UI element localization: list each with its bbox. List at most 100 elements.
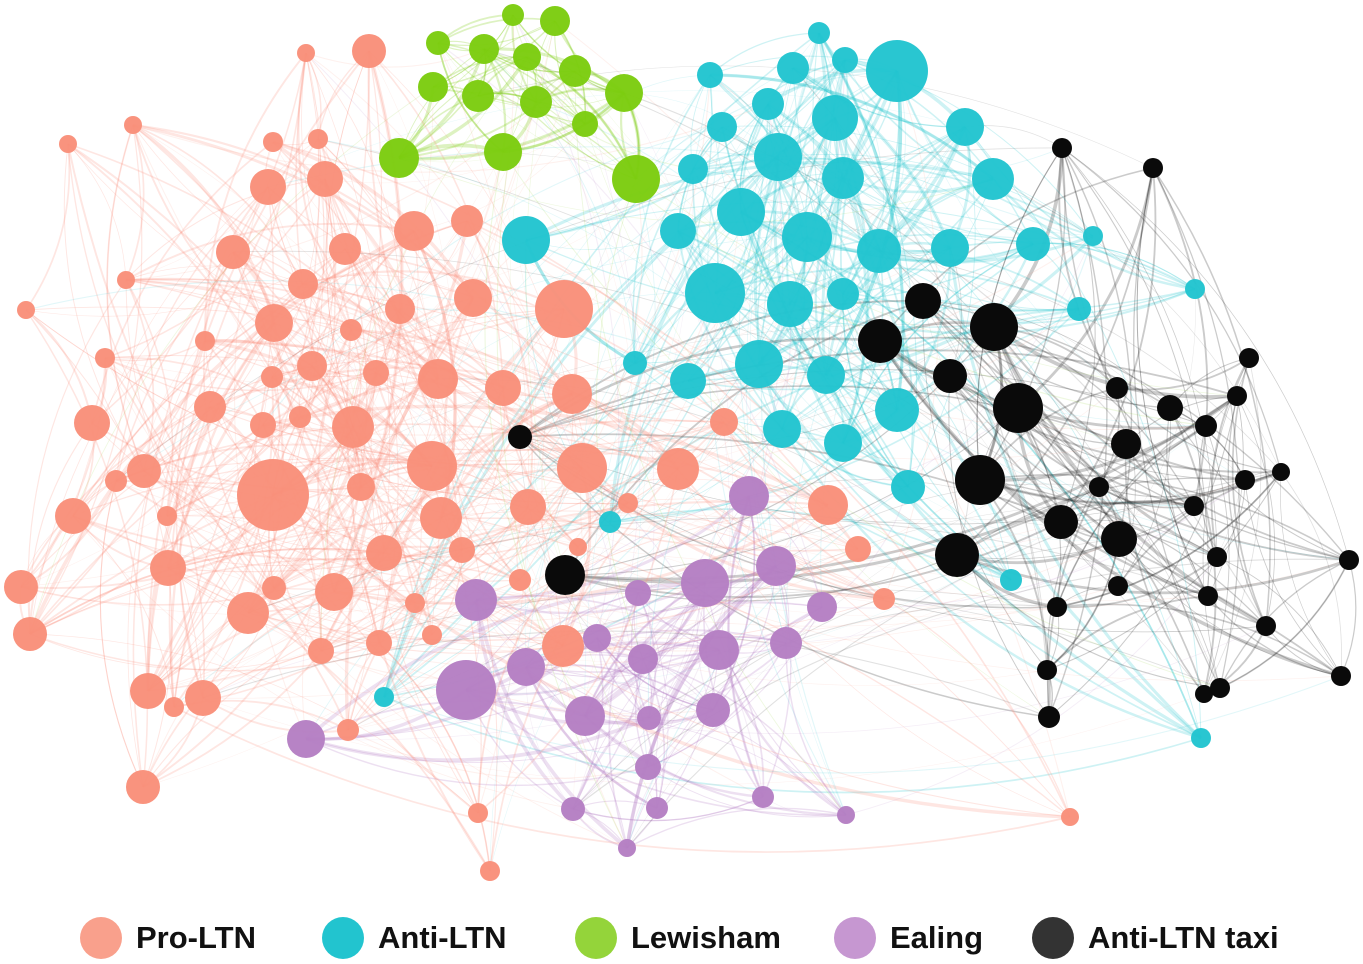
edge bbox=[1058, 147, 1118, 389]
node-anti bbox=[374, 687, 394, 707]
edge bbox=[317, 138, 439, 380]
edge bbox=[1060, 147, 1096, 523]
node-anti bbox=[891, 470, 925, 504]
edge bbox=[721, 126, 1218, 558]
edge bbox=[333, 378, 439, 593]
node-eal bbox=[681, 559, 729, 607]
edge bbox=[572, 582, 706, 810]
edge bbox=[525, 649, 720, 678]
edge bbox=[1136, 167, 1209, 597]
node-anti bbox=[717, 188, 765, 236]
edge bbox=[167, 567, 380, 644]
edge bbox=[584, 495, 751, 718]
edge bbox=[1046, 595, 1209, 671]
edge bbox=[233, 141, 307, 740]
edge bbox=[922, 300, 1171, 409]
edge bbox=[483, 48, 637, 180]
node-pro bbox=[315, 573, 353, 611]
node-taxi bbox=[993, 383, 1043, 433]
node-taxi bbox=[1195, 685, 1213, 703]
node-pro bbox=[150, 550, 186, 586]
edge bbox=[572, 796, 764, 822]
edge bbox=[104, 340, 206, 362]
node-eal bbox=[699, 630, 739, 670]
edge bbox=[305, 565, 777, 740]
node-eal bbox=[287, 720, 325, 758]
edge bbox=[147, 50, 370, 692]
edge bbox=[979, 479, 1051, 718]
edge bbox=[324, 178, 583, 469]
edge bbox=[525, 168, 694, 668]
node-eal bbox=[561, 797, 585, 821]
edge bbox=[204, 52, 307, 342]
edge bbox=[519, 393, 574, 581]
edge bbox=[305, 52, 649, 768]
edge bbox=[466, 220, 534, 508]
edge bbox=[465, 689, 847, 817]
edge bbox=[609, 428, 783, 523]
edge bbox=[1219, 559, 1350, 689]
node-anti bbox=[678, 154, 708, 184]
edge bbox=[709, 73, 994, 180]
edge bbox=[147, 506, 529, 692]
edge bbox=[627, 502, 1062, 553]
edge bbox=[378, 467, 583, 644]
edge bbox=[1216, 556, 1342, 677]
edge bbox=[572, 70, 641, 810]
edge bbox=[29, 547, 385, 635]
node-taxi bbox=[1331, 666, 1351, 686]
edge bbox=[992, 178, 1282, 473]
node-anti bbox=[857, 229, 901, 273]
edge bbox=[777, 154, 1094, 237]
edge bbox=[740, 210, 951, 255]
node-anti bbox=[697, 62, 723, 88]
edge bbox=[704, 582, 847, 816]
edge bbox=[767, 103, 844, 295]
node-taxi bbox=[1111, 429, 1141, 459]
node-pro bbox=[263, 132, 283, 152]
edge bbox=[29, 283, 304, 635]
edge bbox=[147, 151, 504, 692]
edge bbox=[115, 480, 349, 731]
node-taxi bbox=[1052, 138, 1072, 158]
edge bbox=[525, 606, 823, 673]
node-taxi bbox=[1339, 550, 1359, 570]
node-anti bbox=[502, 216, 550, 264]
edge bbox=[646, 564, 777, 768]
edge bbox=[841, 177, 869, 444]
node-taxi bbox=[933, 359, 967, 393]
node-taxi bbox=[1108, 576, 1128, 596]
edge bbox=[466, 220, 885, 600]
edge bbox=[706, 126, 847, 816]
legend-swatch-lewisham bbox=[575, 917, 617, 959]
edge bbox=[232, 251, 463, 551]
edge bbox=[204, 339, 583, 470]
edge bbox=[844, 59, 884, 252]
edge bbox=[431, 308, 565, 636]
edge bbox=[922, 300, 1246, 481]
edge bbox=[519, 436, 598, 639]
node-eal bbox=[565, 696, 605, 736]
node-taxi bbox=[1198, 586, 1218, 606]
edge bbox=[302, 282, 440, 381]
edge bbox=[525, 201, 1196, 290]
node-anti bbox=[670, 363, 706, 399]
edge bbox=[132, 123, 574, 395]
edge bbox=[842, 243, 1034, 444]
edge bbox=[584, 715, 847, 816]
edge bbox=[320, 587, 1221, 689]
node-taxi bbox=[1047, 597, 1067, 617]
edge bbox=[437, 42, 586, 125]
edge bbox=[125, 222, 415, 281]
edge bbox=[608, 592, 639, 849]
edge bbox=[580, 466, 885, 601]
edge bbox=[267, 186, 521, 581]
edge bbox=[1017, 407, 1062, 608]
edge bbox=[272, 322, 434, 637]
node-pro bbox=[124, 116, 142, 134]
edge bbox=[466, 220, 1071, 818]
node-anti bbox=[754, 133, 802, 181]
node-anti bbox=[812, 95, 858, 141]
edge bbox=[714, 59, 847, 294]
edge bbox=[647, 766, 847, 818]
